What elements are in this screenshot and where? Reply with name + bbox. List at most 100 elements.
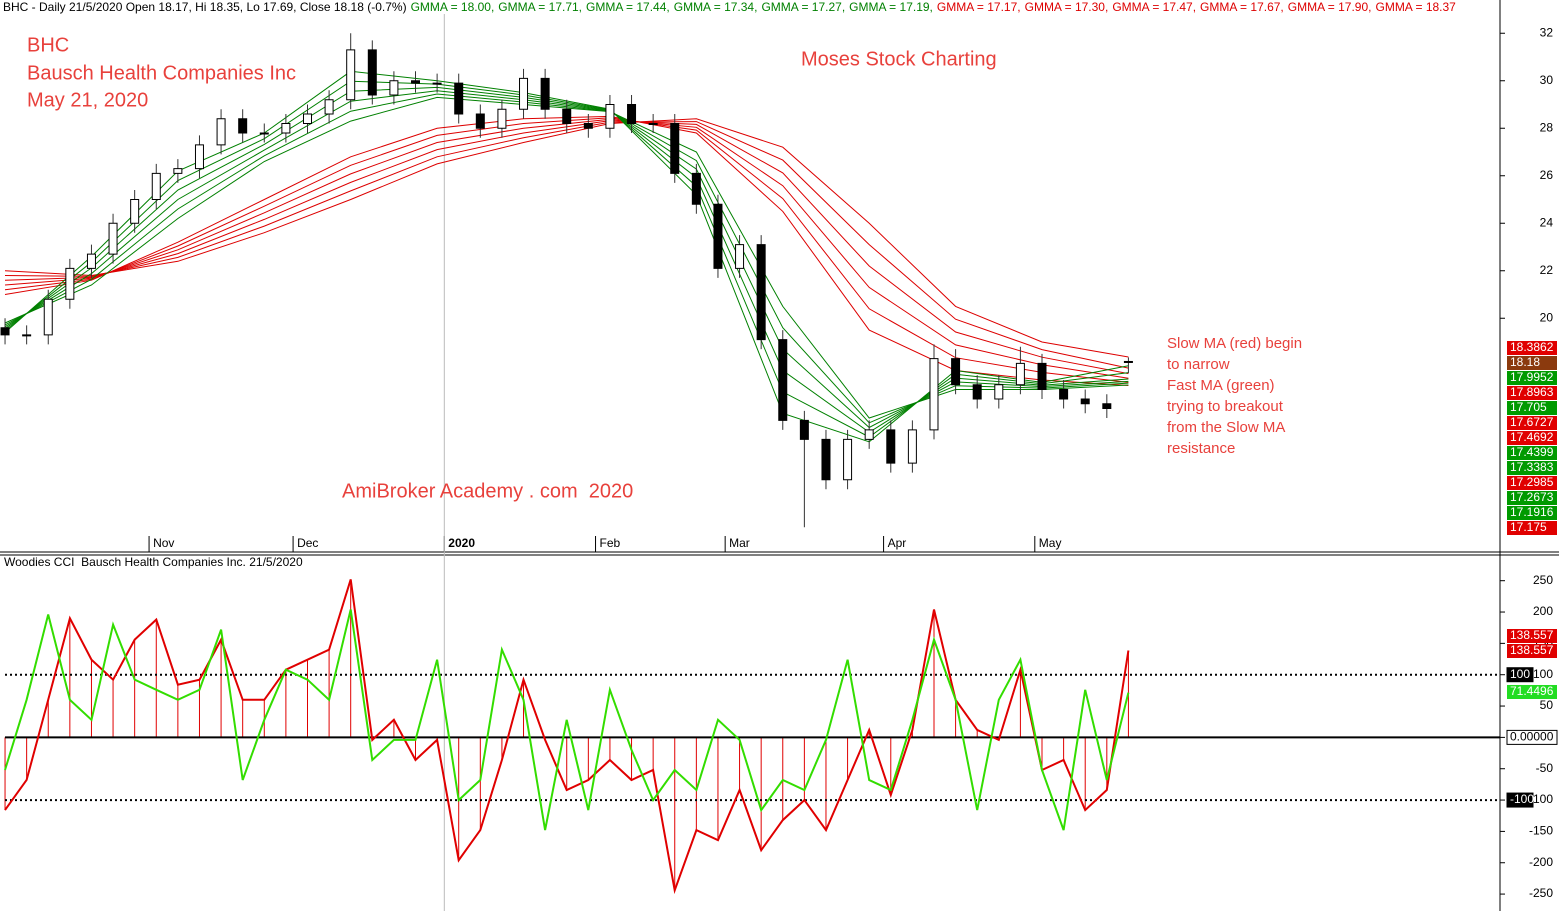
value-box xyxy=(1507,446,1557,460)
annotation: to narrow xyxy=(1167,356,1230,373)
header-segment: GMMA = 17.90, xyxy=(1288,0,1372,14)
candle-body xyxy=(821,438,831,481)
value-box xyxy=(1507,386,1557,400)
annotation: Moses Stock Charting xyxy=(801,48,997,70)
candle-body xyxy=(173,168,183,174)
y-tick-label: -250 xyxy=(1529,886,1553,900)
value-box xyxy=(1507,341,1557,355)
header-segment: GMMA = 18.00, xyxy=(411,0,495,14)
value-box-label: 17.8963 xyxy=(1510,385,1554,399)
value-box-label: 17.6727 xyxy=(1510,415,1554,429)
candle-body xyxy=(843,438,853,481)
candle-body xyxy=(648,123,658,125)
y-tick-label: 200 xyxy=(1533,604,1553,618)
candle-body xyxy=(864,429,874,440)
candle-body xyxy=(799,419,809,440)
value-box xyxy=(1507,431,1557,445)
value-box xyxy=(1507,401,1557,415)
value-box xyxy=(1507,644,1557,658)
annotation: resistance xyxy=(1167,440,1235,457)
value-box-label: 17.9952 xyxy=(1510,370,1554,384)
candle-body xyxy=(972,384,982,400)
annotation: Fast MA (green) xyxy=(1167,377,1275,394)
chart-header: BHC - Daily 21/5/2020 Open 18.17, Hi 18.… xyxy=(3,0,1456,14)
value-box-label: -100 xyxy=(1510,792,1534,806)
value-box-label: 71.4496 xyxy=(1510,684,1554,698)
candle-body xyxy=(756,244,766,341)
candle-body xyxy=(281,123,291,134)
candle-body xyxy=(1059,389,1069,400)
candle-body xyxy=(411,80,421,84)
candle-body xyxy=(583,123,593,129)
x-tick-label: 2020 xyxy=(448,536,475,550)
candle-body xyxy=(929,358,939,431)
candle-body xyxy=(497,108,507,129)
candle-body xyxy=(994,384,1004,400)
candle-body xyxy=(324,99,334,115)
candle-body xyxy=(22,334,32,337)
header-segment: GMMA = 17.17, xyxy=(937,0,1021,14)
candle-body xyxy=(1080,398,1090,405)
value-box-label: 17.1916 xyxy=(1510,505,1554,519)
candle-body xyxy=(130,199,140,224)
value-box xyxy=(1507,629,1557,643)
candle-body xyxy=(194,144,204,170)
value-box-label: 17.705 xyxy=(1510,400,1547,414)
y-tick-label: 24 xyxy=(1540,215,1554,229)
value-box xyxy=(1506,667,1534,683)
x-tick-label: Nov xyxy=(153,536,174,550)
annotation: AmiBroker Academy . com 2020 xyxy=(342,480,633,502)
candle-body xyxy=(238,118,248,134)
value-box-label: 18.18 xyxy=(1510,355,1540,369)
candle-body xyxy=(670,123,680,174)
y-tick-label: 250 xyxy=(1533,573,1553,587)
candle-body xyxy=(43,298,53,336)
candle-body xyxy=(1015,362,1025,386)
value-box-label: 138.557 xyxy=(1510,628,1554,642)
candle-body xyxy=(454,82,464,115)
value-box xyxy=(1507,416,1557,430)
value-box-label: 17.175 xyxy=(1510,520,1547,534)
candle-body xyxy=(605,104,615,129)
candle-body xyxy=(735,244,745,269)
value-box-label: 18.3862 xyxy=(1510,340,1554,354)
y-tick-label: 32 xyxy=(1540,25,1554,39)
x-tick-label: Dec xyxy=(297,536,318,550)
value-box-label: 17.2985 xyxy=(1510,475,1554,489)
value-box xyxy=(1507,506,1557,520)
candle-body xyxy=(1037,362,1047,390)
header-segment: GMMA = 17.34, xyxy=(674,0,758,14)
y-tick-label: -200 xyxy=(1529,855,1553,869)
panel-title: Woodies CCI Bausch Health Companies Inc.… xyxy=(4,555,303,569)
candle-body xyxy=(86,253,96,269)
header-segment: GMMA = 18.37 xyxy=(1375,0,1456,14)
candle-body xyxy=(1102,403,1112,409)
value-box xyxy=(1507,461,1557,475)
y-tick-label: 50 xyxy=(1540,698,1554,712)
value-box xyxy=(1507,371,1557,385)
candle-body xyxy=(886,429,896,464)
candle-body xyxy=(367,49,377,96)
value-box xyxy=(1507,476,1557,490)
header-segment: GMMA = 17.67, xyxy=(1200,0,1284,14)
candle-body xyxy=(475,113,485,129)
y-tick-label: 30 xyxy=(1540,73,1554,87)
candle-body xyxy=(1123,360,1133,363)
value-box-label: 17.2673 xyxy=(1510,490,1554,504)
x-tick-label: May xyxy=(1039,536,1062,550)
candle-body xyxy=(346,49,356,101)
candle-body xyxy=(778,339,788,421)
header-segment: BHC - Daily 21/5/2020 Open 18.17, Hi 18.… xyxy=(3,0,407,14)
annotation: from the Slow MA xyxy=(1167,419,1285,436)
candle-body xyxy=(302,113,312,124)
header-segment: GMMA = 17.71, xyxy=(498,0,582,14)
value-box-label: 0.00000 xyxy=(1510,730,1554,744)
annotation: May 21, 2020 xyxy=(27,89,148,111)
candle-body xyxy=(65,267,75,300)
value-box xyxy=(1507,356,1557,370)
x-tick-label: Apr xyxy=(888,536,907,550)
cci-line xyxy=(4,579,1130,895)
header-segment: GMMA = 17.19, xyxy=(849,0,933,14)
